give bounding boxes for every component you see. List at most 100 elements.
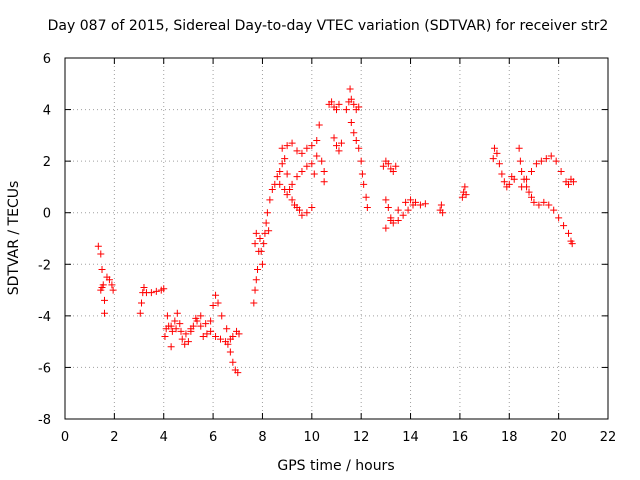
data-point <box>347 95 355 103</box>
axis-ticks <box>64 57 609 420</box>
data-point <box>303 162 311 170</box>
x-tick-label: 22 <box>600 430 617 445</box>
data-point <box>136 309 144 317</box>
data-point <box>167 322 175 330</box>
data-point <box>505 180 513 188</box>
data-point <box>328 98 336 106</box>
data-point <box>333 106 340 114</box>
data-point <box>258 260 266 268</box>
data-point <box>94 242 102 250</box>
data-point <box>109 286 117 294</box>
data-point <box>320 167 328 175</box>
data-point <box>281 155 289 163</box>
series-arc7 <box>436 183 470 217</box>
x-tick-label: 12 <box>353 430 370 445</box>
data-point <box>266 196 274 204</box>
data-point <box>303 144 311 152</box>
data-point <box>276 167 284 175</box>
data-point <box>363 204 371 212</box>
data-point <box>357 157 365 165</box>
data-point <box>268 186 276 194</box>
data-point <box>281 186 289 194</box>
data-point <box>515 144 523 152</box>
data-point <box>399 211 407 219</box>
data-point <box>337 139 345 147</box>
data-point <box>182 330 190 338</box>
y-tick-label: 0 <box>43 207 51 222</box>
data-point <box>461 183 469 191</box>
data-point <box>168 327 176 335</box>
y-tick-label: -2 <box>38 258 51 273</box>
data-point <box>197 312 205 320</box>
x-tick-label: 20 <box>550 430 567 445</box>
data-point <box>392 162 400 170</box>
data-point <box>335 100 343 108</box>
data-point <box>140 283 148 291</box>
data-point <box>411 198 419 206</box>
data-point <box>382 224 390 232</box>
data-point <box>555 214 563 222</box>
series-arc1 <box>94 242 117 317</box>
data-point <box>542 155 550 163</box>
y-tick-label: -8 <box>38 413 51 428</box>
data-point <box>251 240 259 248</box>
data-point <box>192 314 200 322</box>
series-arc2 <box>136 283 168 317</box>
data-point <box>197 322 205 330</box>
data-point <box>234 369 242 377</box>
x-tick-label: 6 <box>209 430 217 445</box>
data-point <box>523 175 531 183</box>
x-tick-label: 10 <box>304 430 321 445</box>
data-point <box>256 235 264 242</box>
data-point <box>313 152 321 160</box>
data-point <box>184 338 192 346</box>
data-point <box>421 200 429 208</box>
data-point <box>535 201 543 209</box>
data-point <box>100 309 108 317</box>
data-point <box>181 340 189 348</box>
data-point <box>350 100 358 108</box>
data-point <box>288 139 296 147</box>
data-point <box>308 204 316 212</box>
data-point <box>333 142 340 150</box>
x-tick-label: 14 <box>402 430 419 445</box>
data-point <box>298 167 306 175</box>
data-point <box>108 281 116 289</box>
data-point <box>510 175 518 183</box>
data-point <box>295 206 303 214</box>
data-point <box>525 188 533 196</box>
data-point <box>278 160 286 168</box>
data-point <box>216 335 224 343</box>
data-point <box>342 106 350 114</box>
data-point <box>235 330 243 338</box>
y-tick-labels: -8 -6 -4 -2 0 2 4 6 <box>38 52 51 428</box>
data-point <box>462 191 470 199</box>
data-point <box>308 142 316 150</box>
data-point <box>527 193 535 201</box>
series-arc3 <box>161 291 243 377</box>
y-tick-label: -4 <box>38 310 51 325</box>
data-point <box>172 325 180 333</box>
data-point <box>545 201 553 209</box>
data-point <box>560 222 568 230</box>
y-tick-label: 2 <box>43 155 51 170</box>
data-point <box>547 152 555 160</box>
data-point <box>516 157 524 165</box>
data-point <box>550 206 558 214</box>
data-point <box>209 302 217 310</box>
data-point <box>260 240 268 248</box>
data-point <box>173 309 181 317</box>
data-point <box>384 160 392 168</box>
data-point <box>416 201 424 209</box>
data-point <box>160 285 168 293</box>
data-point <box>276 180 284 188</box>
data-point <box>161 332 169 340</box>
data-point <box>489 155 497 163</box>
y-tick-label: 6 <box>43 52 51 67</box>
data-point <box>402 198 410 206</box>
data-point <box>226 348 234 356</box>
data-point <box>167 343 175 351</box>
data-point <box>308 160 316 168</box>
data-point <box>100 296 108 304</box>
data-point <box>498 170 506 178</box>
